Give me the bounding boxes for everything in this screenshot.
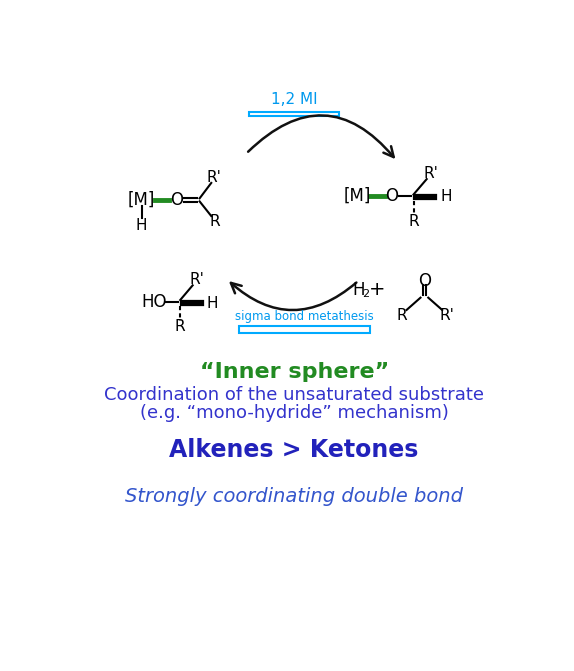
Text: R': R' — [207, 170, 222, 185]
Text: R: R — [175, 319, 185, 334]
Text: H: H — [207, 295, 218, 311]
Text: Alkenes > Ketones: Alkenes > Ketones — [169, 438, 419, 462]
Text: Coordination of the unsaturated substrate: Coordination of the unsaturated substrat… — [104, 386, 484, 404]
Text: [M]: [M] — [128, 191, 155, 209]
Text: R: R — [397, 308, 407, 323]
Text: 1,2 MI: 1,2 MI — [271, 93, 317, 107]
Text: “Inner sphere”: “Inner sphere” — [200, 362, 389, 382]
Text: H: H — [441, 189, 452, 204]
Text: 2: 2 — [362, 289, 369, 299]
FancyBboxPatch shape — [239, 326, 370, 333]
Text: H: H — [135, 218, 148, 233]
Text: H: H — [352, 281, 364, 299]
Text: +: + — [369, 280, 385, 299]
Text: R': R' — [423, 166, 438, 181]
Text: HO: HO — [141, 293, 166, 311]
Text: O: O — [418, 272, 431, 290]
Text: (e.g. “mono-hydride” mechanism): (e.g. “mono-hydride” mechanism) — [139, 404, 449, 422]
Text: O: O — [385, 187, 398, 205]
Text: R: R — [209, 214, 220, 229]
Text: R': R' — [189, 272, 204, 287]
Text: sigma bond metathesis: sigma bond metathesis — [235, 311, 374, 323]
Text: R': R' — [440, 308, 454, 323]
Text: O: O — [170, 191, 183, 209]
Text: Strongly coordinating double bond: Strongly coordinating double bond — [125, 487, 463, 506]
FancyBboxPatch shape — [249, 112, 339, 117]
Text: [M]: [M] — [343, 187, 371, 205]
Text: R: R — [408, 214, 419, 229]
